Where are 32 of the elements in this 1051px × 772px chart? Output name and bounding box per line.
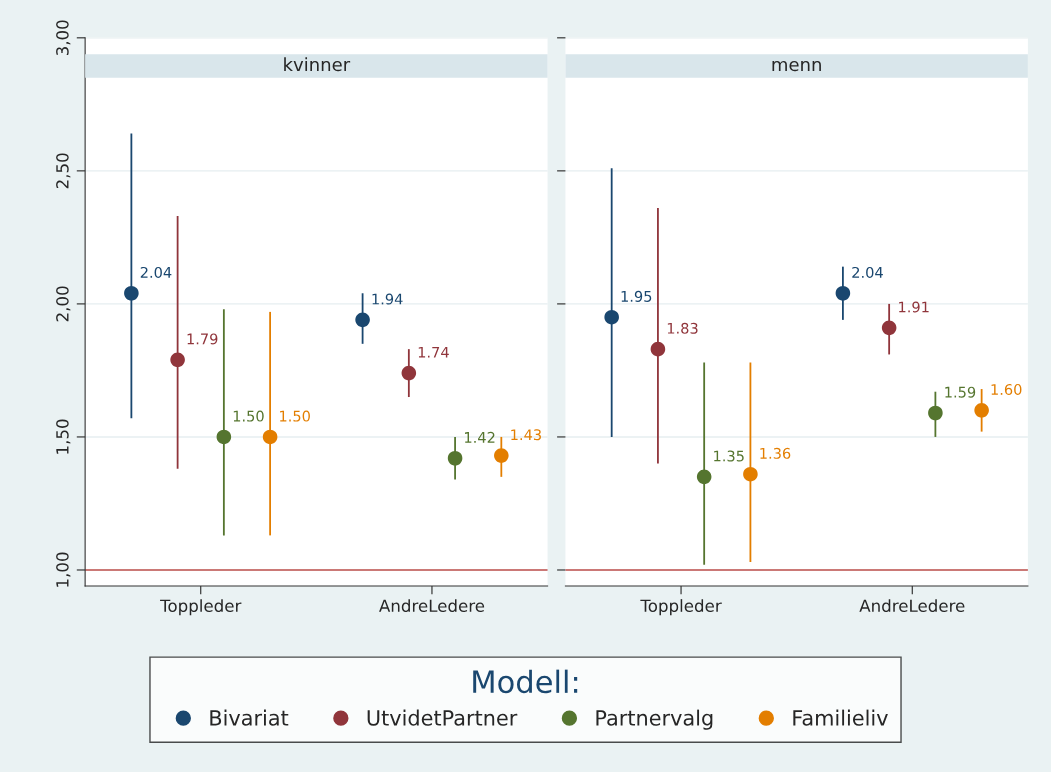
y-tick-label: 2,00 xyxy=(56,286,71,322)
y-tick-label: 1,00 xyxy=(56,552,71,587)
y-tick-label: 3,00 xyxy=(56,20,71,56)
x-tick-label: Toppleder xyxy=(160,599,242,616)
data-label: 1.36 xyxy=(760,447,791,459)
legend-title: Modell: xyxy=(473,669,578,694)
data-label: 1.91 xyxy=(899,301,929,313)
y-tick-label: 1,50 xyxy=(56,419,71,454)
data-label: 1.79 xyxy=(187,333,218,345)
data-label: 1.59 xyxy=(945,386,976,398)
data-label: 1.50 xyxy=(233,410,264,422)
data-label: 2.04 xyxy=(140,266,172,278)
data-label: 2.04 xyxy=(852,266,883,278)
x-tick-label: AndreLedere xyxy=(859,599,965,613)
data-label: 1.35 xyxy=(714,450,744,462)
data-label: 1.94 xyxy=(372,293,403,305)
data-label: 1.50 xyxy=(280,410,310,422)
data-label: 1.42 xyxy=(465,431,495,443)
legend-label: UtvidetPartner xyxy=(367,709,518,726)
data-label: 1.83 xyxy=(667,322,698,334)
data-label: 1.43 xyxy=(511,429,541,441)
data-label: 1.95 xyxy=(621,290,652,302)
legend-label: Bivariat xyxy=(210,709,289,726)
x-tick-label: Toppleder xyxy=(640,599,722,616)
x-tick-label: AndreLedere xyxy=(379,599,485,613)
y-tick-label: 2,50 xyxy=(56,153,71,189)
data-label: 1.60 xyxy=(991,383,1022,396)
text: menn xyxy=(772,60,821,72)
text: kvinner xyxy=(284,57,351,72)
legend-label: Familieliv xyxy=(793,709,888,726)
legend-label: Partnervalg xyxy=(596,709,713,730)
data-label: 1.74 xyxy=(418,346,449,358)
